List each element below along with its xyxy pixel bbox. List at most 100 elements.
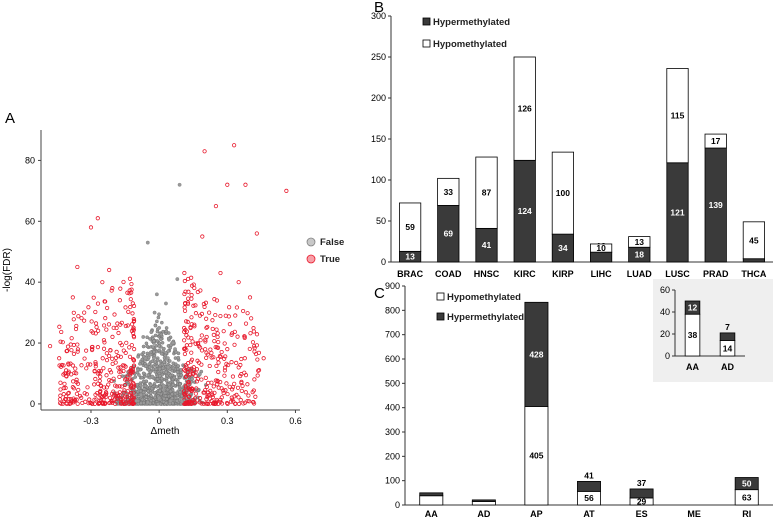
a-point-false: [152, 356, 156, 361]
a-point-false: [152, 339, 156, 343]
a-point-true: [195, 289, 200, 295]
a-point-true: [248, 331, 253, 336]
a-point-true: [129, 369, 134, 374]
a-point-true: [70, 385, 75, 390]
a-point-true: [211, 400, 217, 405]
ci-category-label: AA: [686, 362, 699, 372]
a-point-true: [193, 311, 199, 316]
a-point-true: [86, 401, 91, 406]
a-point-true: [217, 354, 223, 359]
a-point-true: [185, 369, 190, 375]
b-bar-hypomethylated: [513, 56, 536, 161]
c-category-label: RI: [742, 509, 751, 519]
a-point-true: [103, 316, 108, 321]
a-point-true: [92, 397, 97, 402]
a-point-true: [233, 313, 238, 318]
a-point-true: [114, 349, 119, 355]
a-point-true: [122, 382, 128, 388]
a-point-true: [121, 279, 126, 285]
a-point-false: [161, 383, 166, 388]
a-point-true: [127, 392, 132, 397]
a-point-false: [173, 392, 178, 396]
a-point-true: [84, 392, 89, 397]
a-point-true: [235, 334, 240, 339]
a-point-true: [95, 216, 100, 221]
b-category-label: HNSC: [474, 269, 500, 279]
c-value-label: 50: [742, 479, 752, 489]
a-point-false: [160, 340, 165, 345]
a-point-true: [236, 401, 242, 406]
a-point-true: [119, 384, 124, 389]
ci-value-label: 7: [725, 322, 730, 332]
b-category-label: KIRP: [552, 269, 574, 279]
a-point-true: [247, 399, 252, 404]
a-point-true: [212, 338, 217, 344]
c-y-tick-label: 700: [385, 330, 400, 340]
a-point-true: [89, 347, 95, 353]
a-point-false: [162, 391, 167, 395]
a-point-false: [145, 335, 149, 340]
a-point-true: [111, 325, 116, 330]
a-point-true: [284, 188, 289, 193]
a-point-true: [95, 345, 101, 350]
a-point-true: [125, 394, 130, 400]
a-point-true: [108, 348, 113, 353]
a-point-false: [167, 385, 172, 390]
a-point-true: [185, 380, 190, 385]
a-point-true: [253, 394, 258, 399]
a-point-true: [185, 319, 190, 324]
a-point-false: [179, 368, 183, 372]
b-bar-hypermethylated: [742, 258, 765, 263]
a-point-false: [149, 330, 154, 334]
a-point-false: [145, 400, 150, 405]
a-point-true: [199, 333, 204, 338]
a-point-false: [173, 347, 177, 352]
a-point-true: [246, 393, 251, 398]
a-point-false: [171, 383, 175, 387]
b-value-label: 121: [670, 207, 684, 217]
a-point-true: [131, 363, 136, 368]
a-point-false: [160, 320, 164, 325]
a-point-false: [141, 379, 146, 384]
a-point-false: [159, 332, 164, 337]
a-point-true: [222, 356, 227, 361]
a-point-true: [193, 396, 198, 401]
b-bar-hypomethylated: [475, 156, 498, 229]
a-point-true: [87, 397, 92, 402]
a-point-true: [131, 327, 136, 333]
a-point-true: [127, 291, 132, 296]
a-legend: False True: [306, 237, 344, 265]
a-point-true: [97, 398, 102, 403]
a-point-true: [106, 382, 111, 387]
a-point-true: [77, 393, 83, 399]
a-point-true: [85, 362, 91, 367]
a-point-true: [128, 297, 133, 302]
a-point-true: [117, 298, 123, 303]
a-point-true: [207, 363, 212, 369]
b-bar-hypomethylated: [666, 68, 689, 164]
a-point-true: [207, 310, 212, 315]
ci-bar-hypermethylated: [684, 300, 701, 315]
a-point-true: [82, 310, 87, 315]
a-point-true: [107, 367, 112, 373]
a-point-true: [65, 344, 71, 349]
a-point-true: [111, 376, 116, 381]
a-point-true: [89, 319, 94, 324]
c-category-label: AT: [583, 509, 595, 519]
a-point-true: [57, 324, 62, 329]
a-point-true: [188, 371, 193, 377]
a-point-false: [178, 382, 182, 386]
a-point-false: [164, 401, 169, 405]
a-point-true: [204, 401, 209, 406]
a-point-false: [136, 354, 140, 359]
a-point-true: [223, 354, 228, 359]
a-point-true: [218, 399, 223, 405]
a-point-true: [131, 357, 136, 363]
a-point-true: [219, 349, 224, 355]
a-point-true: [102, 340, 107, 345]
ci-category-label: AD: [721, 362, 734, 372]
a-point-true: [215, 356, 221, 362]
a-point-true: [221, 329, 226, 334]
a-point-true: [242, 370, 247, 375]
a-point-true: [192, 324, 197, 329]
